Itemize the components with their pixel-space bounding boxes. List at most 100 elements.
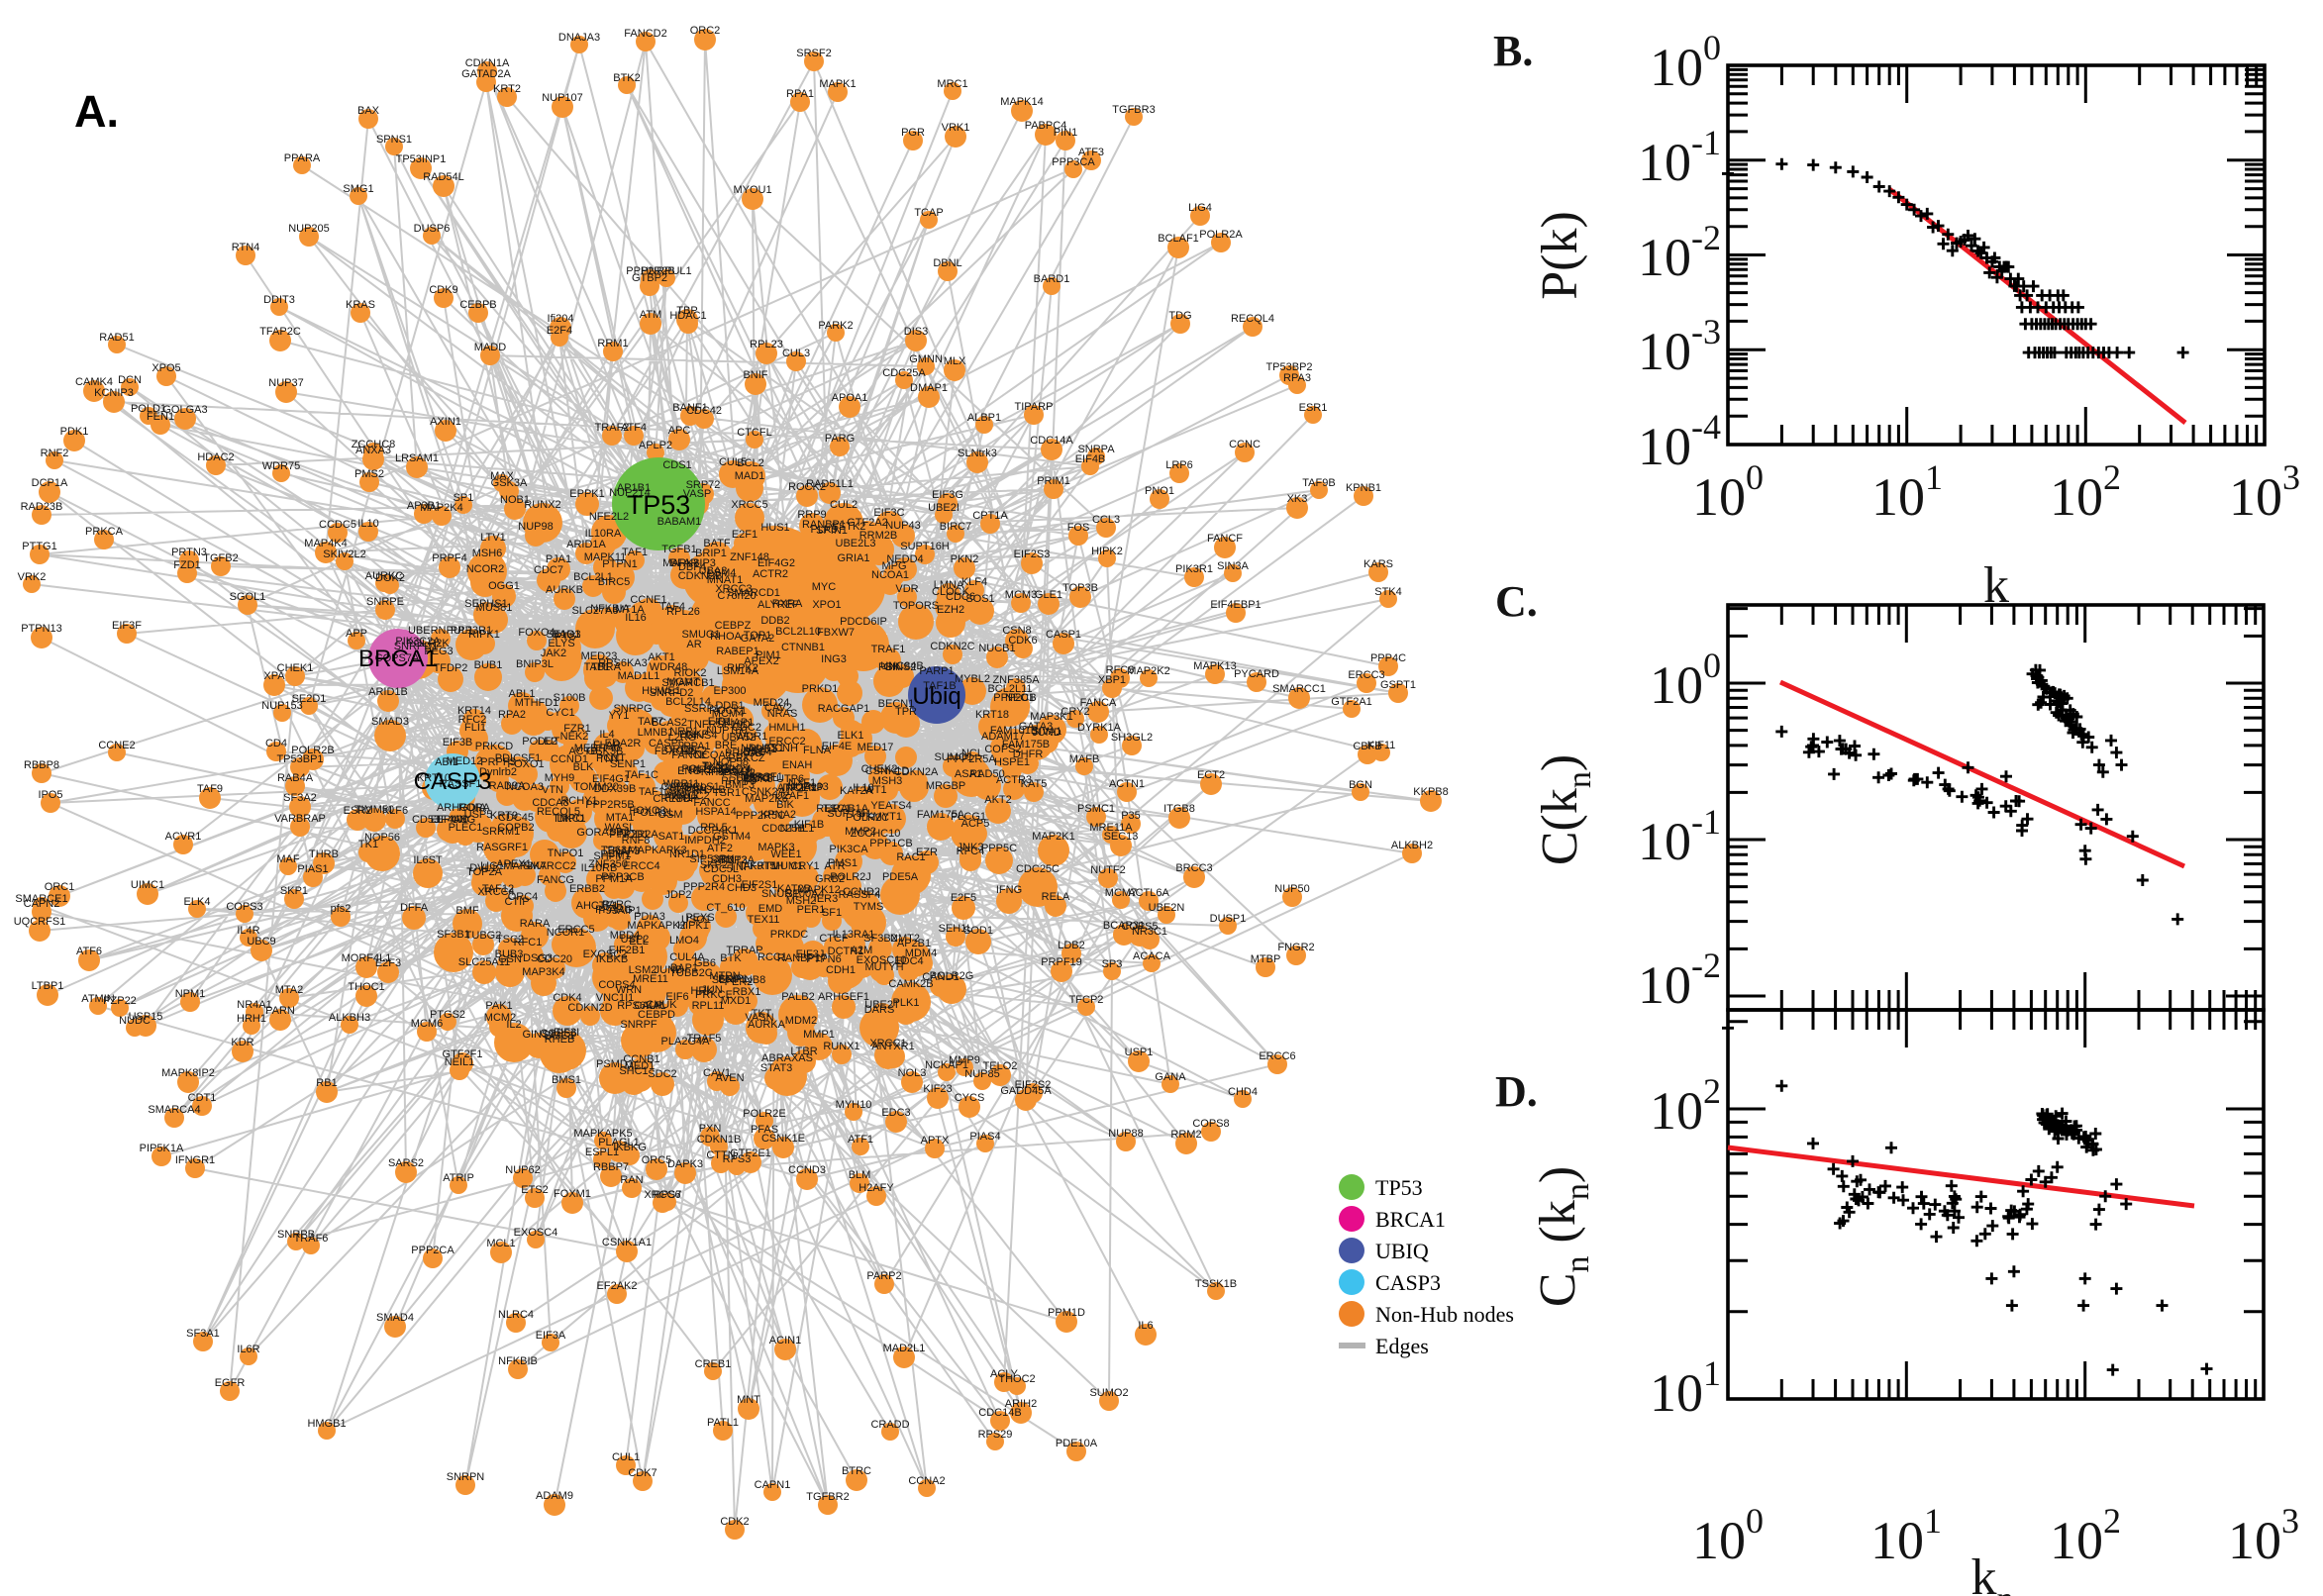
svg-text:LTBP1: LTBP1 xyxy=(32,980,64,992)
svg-text:C.: C. xyxy=(1495,577,1538,626)
svg-text:MDM2: MDM2 xyxy=(785,1015,817,1027)
svg-text:ACVR1: ACVR1 xyxy=(165,831,202,843)
svg-text:ATM: ATM xyxy=(640,309,661,321)
svg-text:MCM7: MCM7 xyxy=(1105,887,1137,899)
svg-text:APTX: APTX xyxy=(921,1135,950,1147)
svg-text:NOP58: NOP58 xyxy=(713,756,749,768)
svg-text:THOC1: THOC1 xyxy=(348,981,384,993)
svg-text:KRT10: KRT10 xyxy=(417,772,451,784)
svg-text:RAB4A: RAB4A xyxy=(277,772,314,784)
svg-text:101: 101 xyxy=(1871,457,1943,527)
svg-text:NFKBIB: NFKBIB xyxy=(498,1355,538,1367)
svg-text:DHFR: DHFR xyxy=(1013,748,1044,760)
svg-text:MSH6: MSH6 xyxy=(472,548,503,559)
svg-text:ABL1: ABL1 xyxy=(509,688,536,700)
svg-text:CASP1: CASP1 xyxy=(1046,629,1081,641)
svg-text:CREBBP: CREBBP xyxy=(653,793,697,805)
svg-text:CDC14B: CDC14B xyxy=(978,1407,1021,1419)
svg-text:CCND1: CCND1 xyxy=(551,753,588,765)
svg-text:IKBKB: IKBKB xyxy=(596,953,628,965)
svg-text:CCNA2: CCNA2 xyxy=(908,1475,945,1487)
svg-text:UBA3: UBA3 xyxy=(699,565,728,577)
svg-text:ARHGEF1: ARHGEF1 xyxy=(818,991,869,1003)
svg-text:NR1D1: NR1D1 xyxy=(669,848,705,860)
svg-text:COPS6: COPS6 xyxy=(540,1028,576,1040)
svg-text:ARHGDIA: ARHGDIA xyxy=(437,802,487,814)
svg-text:POLR2K: POLR2K xyxy=(406,638,450,649)
svg-text:FBXW7: FBXW7 xyxy=(817,627,855,639)
svg-text:BLK: BLK xyxy=(573,761,594,773)
svg-text:BAG4: BAG4 xyxy=(743,747,771,758)
svg-text:SNRPD2: SNRPD2 xyxy=(650,687,694,699)
svg-text:EIF4G1: EIF4G1 xyxy=(592,773,630,785)
svg-text:NCOA3: NCOA3 xyxy=(506,781,544,793)
svg-text:BIRC7: BIRC7 xyxy=(940,521,971,533)
svg-text:ZCCHC8: ZCCHC8 xyxy=(352,439,396,450)
svg-text:CSNK1A1: CSNK1A1 xyxy=(602,1237,652,1248)
svg-text:MYH9: MYH9 xyxy=(545,772,575,784)
svg-text:PMS2: PMS2 xyxy=(354,468,384,480)
svg-text:RNF2: RNF2 xyxy=(41,448,69,459)
svg-text:RAD51: RAD51 xyxy=(99,332,134,344)
svg-text:HDAC2: HDAC2 xyxy=(197,451,234,463)
svg-text:MAPKAPK5: MAPKAPK5 xyxy=(573,1128,632,1140)
svg-text:PRPF8: PRPF8 xyxy=(721,775,756,787)
svg-text:FANCL: FANCL xyxy=(671,749,706,761)
svg-text:RPS7: RPS7 xyxy=(654,1189,682,1201)
svg-text:JUND: JUND xyxy=(1032,727,1060,739)
svg-text:VRK1: VRK1 xyxy=(942,122,970,134)
svg-text:NDUFS1: NDUFS1 xyxy=(741,743,784,754)
svg-text:FLNA: FLNA xyxy=(803,745,832,756)
svg-text:ATP2A2: ATP2A2 xyxy=(777,782,817,794)
svg-text:LDB1: LDB1 xyxy=(737,746,764,757)
svg-text:RIPK1: RIPK1 xyxy=(468,629,500,641)
svg-text:PDCD6IP: PDCD6IP xyxy=(840,616,887,628)
svg-text:MAD1: MAD1 xyxy=(735,470,765,482)
svg-text:GSK3A: GSK3A xyxy=(491,477,528,489)
svg-text:PDICSF1: PDICSF1 xyxy=(495,752,541,764)
svg-text:ALKBH2: ALKBH2 xyxy=(1391,840,1433,851)
svg-text:ARID1B: ARID1B xyxy=(368,686,408,698)
svg-text:NCL: NCL xyxy=(961,748,983,759)
svg-text:PPP2CA: PPP2CA xyxy=(411,1245,454,1256)
svg-text:KRT9: KRT9 xyxy=(490,810,518,822)
svg-text:LRP6: LRP6 xyxy=(1165,459,1193,471)
svg-text:NUP88: NUP88 xyxy=(1108,1128,1143,1140)
svg-text:SEC13: SEC13 xyxy=(1104,831,1139,843)
svg-text:CRADD: CRADD xyxy=(870,1419,909,1431)
svg-text:CCNE1: CCNE1 xyxy=(630,594,666,606)
svg-text:TGFBR2: TGFBR2 xyxy=(806,1491,849,1503)
svg-text:MAPK13: MAPK13 xyxy=(1193,660,1236,672)
svg-text:DSG3: DSG3 xyxy=(523,952,553,964)
svg-text:UTP6: UTP6 xyxy=(776,773,804,785)
svg-text:AP1B1: AP1B1 xyxy=(617,482,651,494)
svg-text:BCL2L10: BCL2L10 xyxy=(775,626,821,638)
svg-text:SIVA1: SIVA1 xyxy=(1032,726,1061,738)
svg-text:BECN1: BECN1 xyxy=(878,698,915,710)
svg-text:PIK3C2A: PIK3C2A xyxy=(395,636,441,648)
svg-text:CDK2: CDK2 xyxy=(720,1516,749,1528)
svg-text:PARG: PARG xyxy=(825,433,855,445)
svg-text:FLAR: FLAR xyxy=(593,740,621,751)
svg-text:EF2AK2: EF2AK2 xyxy=(597,1280,638,1292)
svg-text:S100A4: S100A4 xyxy=(785,888,824,900)
svg-text:MUS81: MUS81 xyxy=(476,602,513,614)
svg-text:UIMC1: UIMC1 xyxy=(131,879,164,891)
svg-text:TELO2: TELO2 xyxy=(983,1060,1018,1072)
svg-text:PPP2R4: PPP2R4 xyxy=(683,881,725,893)
svg-text:L2RG: L2RG xyxy=(668,732,697,744)
svg-text:IL10RA: IL10RA xyxy=(585,528,622,540)
svg-text:ELK1: ELK1 xyxy=(838,730,864,742)
svg-text:CCND2: CCND2 xyxy=(843,886,880,898)
svg-text:EIF4A3: EIF4A3 xyxy=(431,814,467,826)
svg-text:CUL2: CUL2 xyxy=(830,499,858,511)
svg-text:CDKN2B: CDKN2B xyxy=(678,570,723,582)
svg-text:BCAP31: BCAP31 xyxy=(1103,920,1145,932)
svg-text:PSMD1: PSMD1 xyxy=(596,1058,634,1070)
svg-text:SF3B2: SF3B2 xyxy=(863,933,897,945)
svg-text:FZR1: FZR1 xyxy=(563,723,591,735)
svg-text:RPS27L: RPS27L xyxy=(716,766,757,778)
svg-text:BMF: BMF xyxy=(455,905,479,917)
svg-text:SLC25A11: SLC25A11 xyxy=(458,956,510,968)
svg-text:EIF2S3: EIF2S3 xyxy=(1014,549,1051,560)
